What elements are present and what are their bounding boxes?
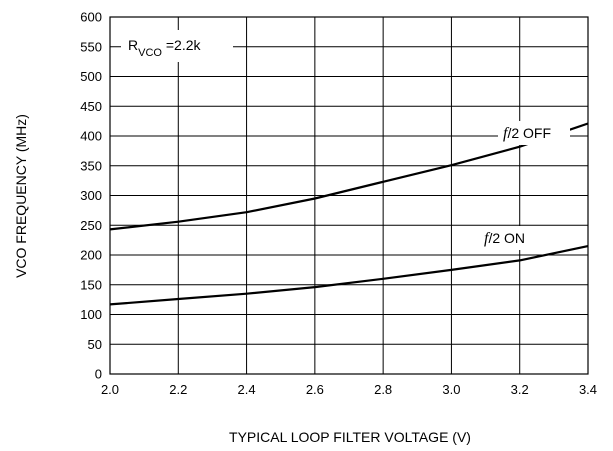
annotation-background: [121, 30, 233, 62]
y-tick-label: 400: [80, 129, 102, 144]
series-line-on: [109, 245, 589, 306]
rvco-subscript: VCO: [138, 47, 162, 59]
y-tick-label: 250: [80, 218, 102, 233]
y-tick-label: 0: [95, 367, 102, 382]
rvco-r: R: [128, 37, 138, 53]
series-line-off: [109, 122, 589, 231]
x-tick-label: 3.4: [579, 382, 597, 397]
series-label-on: f/2 ON: [484, 230, 525, 247]
y-tick-label: 550: [80, 39, 102, 54]
y-tick-label: 350: [80, 158, 102, 173]
y-tick-label: 150: [80, 277, 102, 292]
x-tick-label: 3.2: [511, 382, 529, 397]
plot-frame: [109, 16, 589, 375]
grid: [109, 16, 589, 375]
x-tick-label: 3.0: [442, 382, 460, 397]
x-tick-label: 2.4: [238, 382, 256, 397]
y-tick-label: 600: [80, 10, 102, 25]
y-axis-title: VCO FREQUENCY (MHz): [13, 114, 29, 278]
series-label-off-background: [498, 121, 570, 145]
x-tick-label: 2.0: [101, 382, 119, 397]
series-lines: [109, 122, 589, 306]
y-tick-label: 300: [80, 188, 102, 203]
x-axis-title: TYPICAL LOOP FILTER VOLTAGE (V): [229, 429, 471, 445]
rvco-annotation: RVCO =2.2k: [128, 37, 201, 59]
x-tick-label: 2.2: [169, 382, 187, 397]
rvco-value: =2.2k: [162, 37, 202, 53]
y-tick-label: 500: [80, 69, 102, 84]
x-tick-labels: 2.0 2.2 2.4 2.6 2.8 3.0 3.2 3.4: [101, 382, 597, 397]
y-tick-label: 450: [80, 99, 102, 114]
y-tick-label: 200: [80, 248, 102, 263]
x-tick-label: 2.8: [374, 382, 392, 397]
y-tick-labels: 0 50 100 150 200 250 300 350 400 450 500 550 600: [80, 10, 102, 382]
y-tick-label: 100: [80, 307, 102, 322]
y-tick-label: 50: [88, 337, 102, 352]
series-label-off: f/2 OFF: [503, 125, 551, 142]
x-tick-label: 2.6: [306, 382, 324, 397]
series-label-on-background: [479, 226, 549, 250]
